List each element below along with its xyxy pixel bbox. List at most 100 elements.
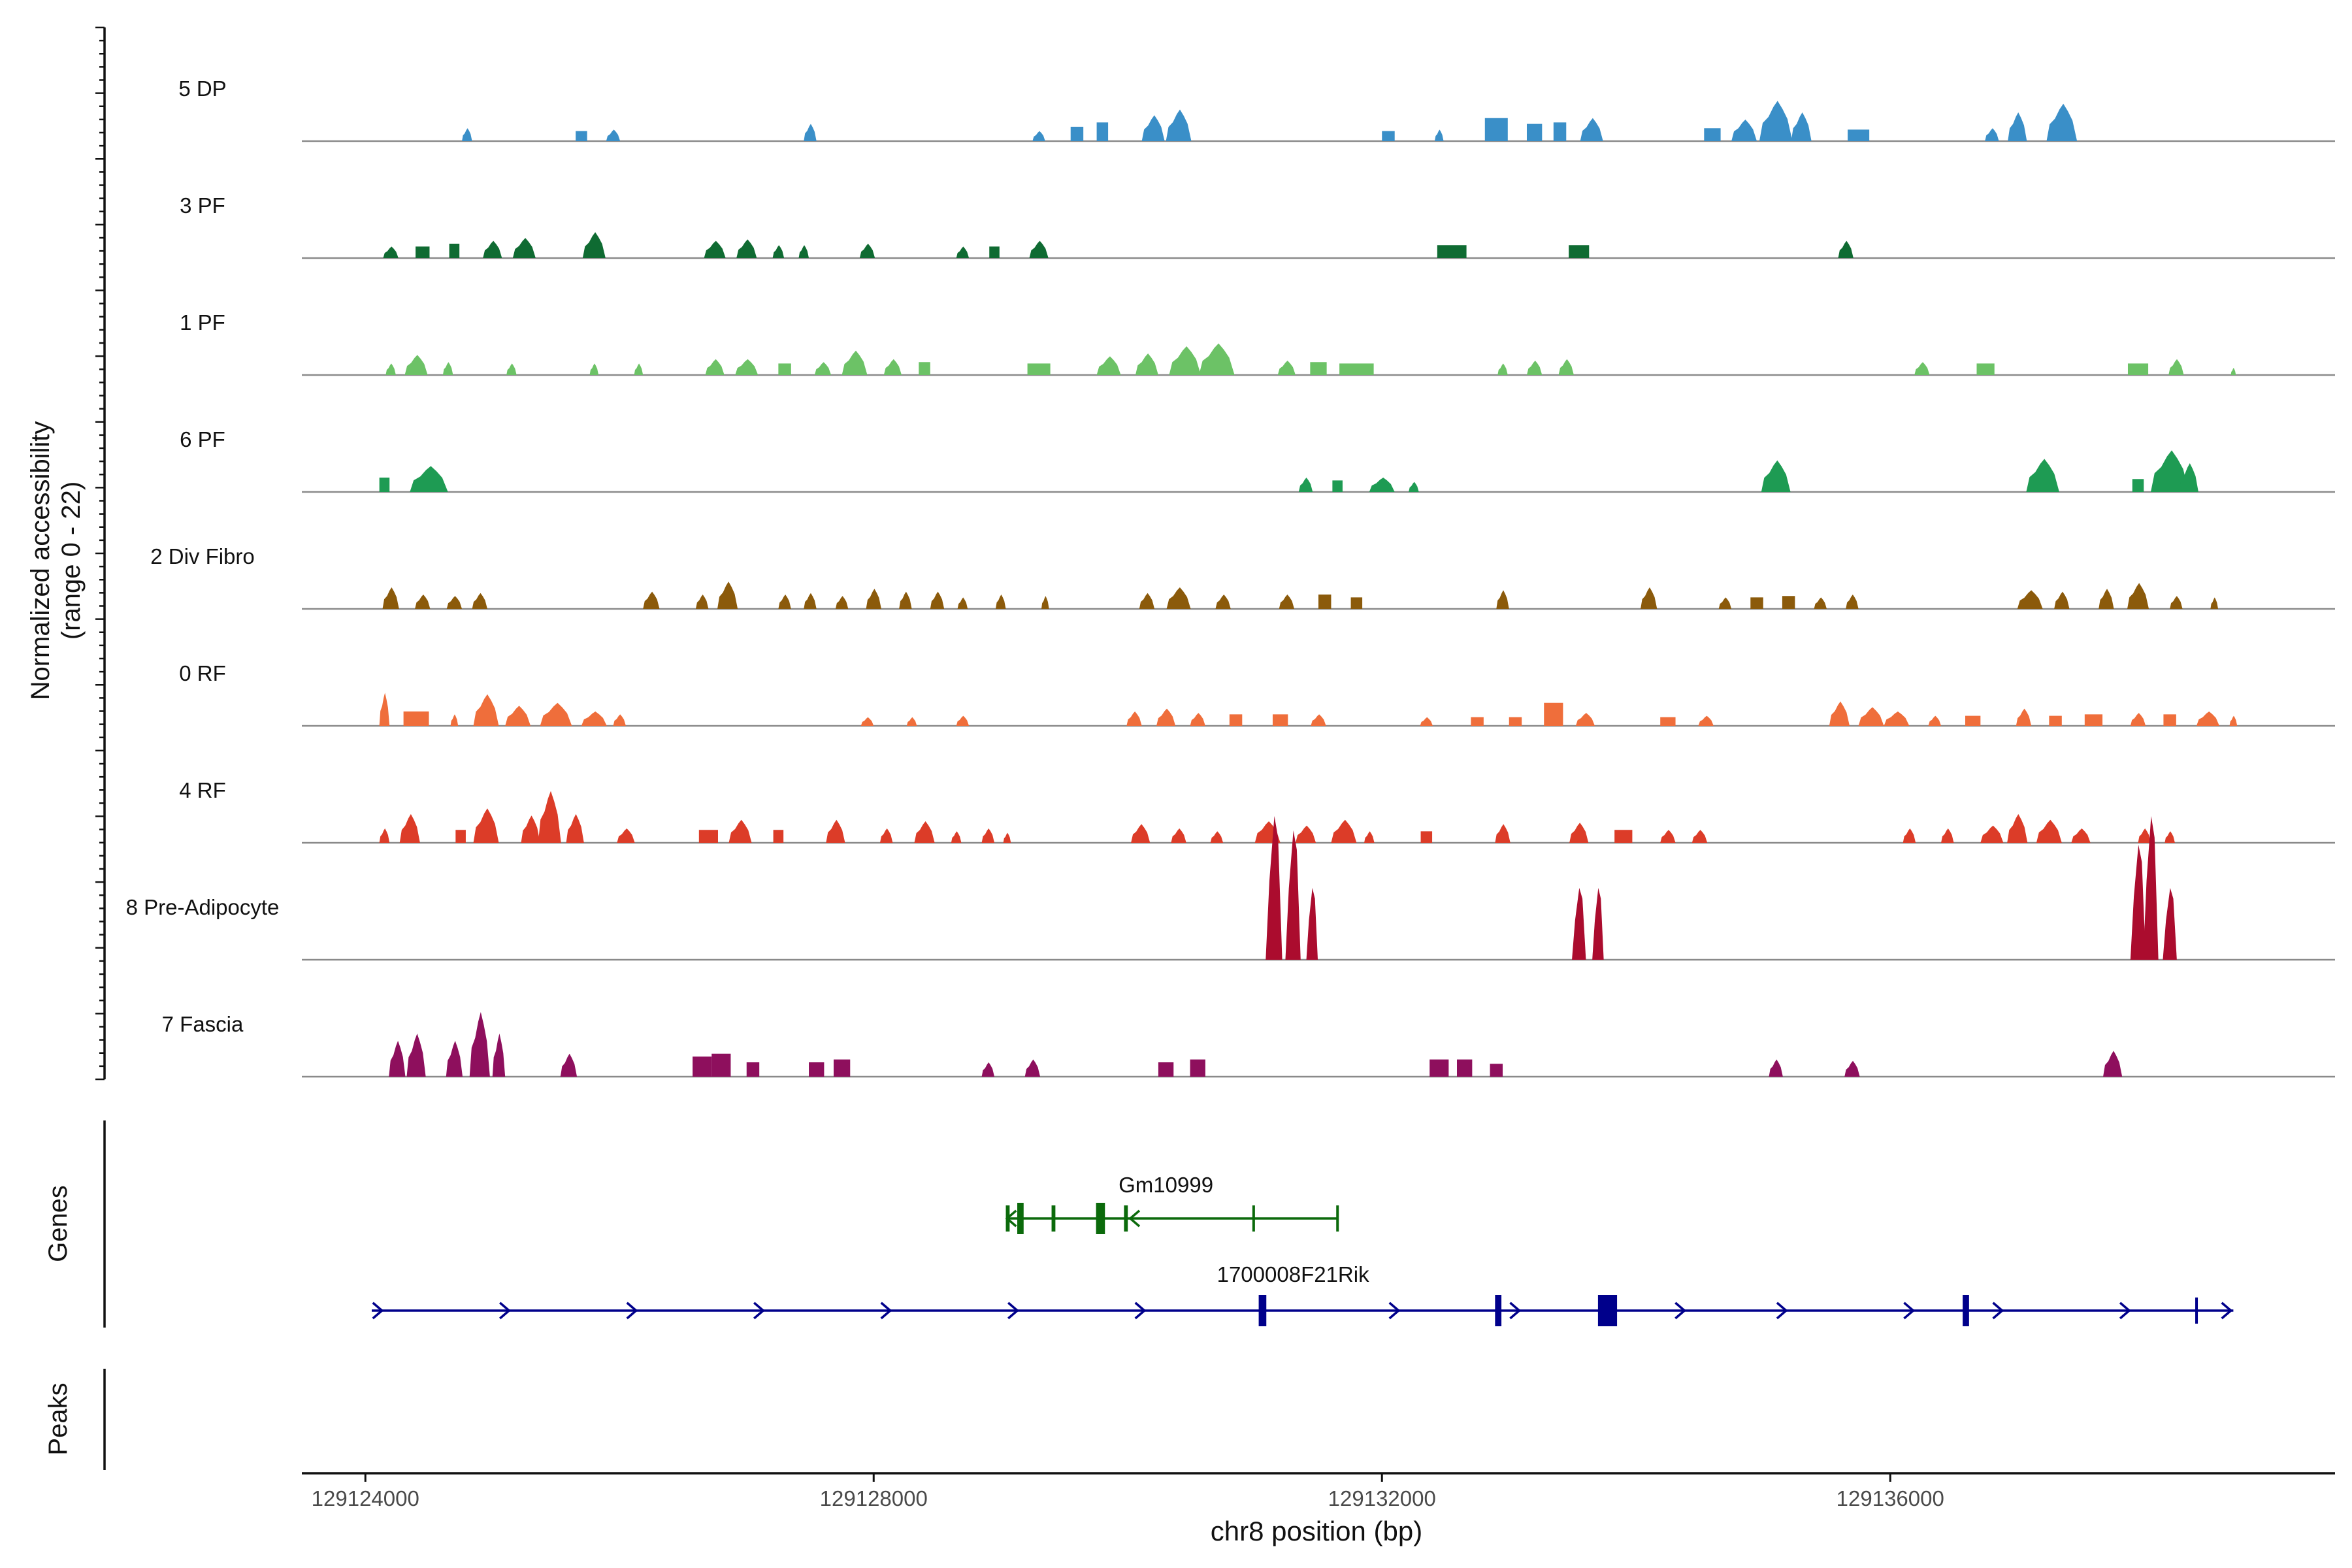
accessibility-peak: [826, 819, 845, 843]
accessibility-peak: [906, 717, 917, 726]
accessibility-peak: [389, 1041, 406, 1077]
accessibility-peak: [1928, 715, 1942, 726]
accessibility-peak: [1791, 112, 1812, 141]
accessibility-peak: [1369, 478, 1395, 492]
accessibility-peak: [492, 1034, 506, 1077]
accessibility-peak: [2046, 103, 2078, 141]
accessibility-peak: [505, 706, 531, 726]
accessibility-peak: [1135, 353, 1158, 375]
track-1-pf: 1 PF: [180, 310, 2335, 376]
accessibility-peak: [1277, 361, 1296, 375]
gene-strand-arrow: [1509, 1301, 1522, 1320]
accessibility-peak: [1420, 717, 1433, 726]
accessibility-peak: [455, 830, 466, 843]
accessibility-peak: [717, 581, 738, 609]
accessibility-peak: [379, 828, 390, 843]
accessibility-peak: [1614, 830, 1633, 843]
accessibility-peak: [1761, 460, 1791, 492]
accessibility-peak: [883, 359, 902, 375]
accessibility-peak: [2127, 583, 2149, 609]
accessibility-peak: [704, 240, 726, 258]
accessibility-peak: [606, 129, 621, 141]
accessibility-peak: [462, 128, 472, 141]
accessibility-peak: [981, 1062, 995, 1077]
gene-exon: [1051, 1205, 1056, 1232]
gene-exon: [1336, 1205, 1339, 1232]
accessibility-peak: [1382, 131, 1395, 141]
accessibility-peak: [1266, 816, 1282, 960]
gene-strand-arrow: [626, 1301, 638, 1320]
accessibility-peak: [1544, 702, 1563, 726]
accessibility-peak: [2163, 888, 2177, 960]
accessibility-peak: [1024, 1059, 1041, 1077]
accessibility-peak: [1310, 362, 1327, 375]
gene-exon: [1252, 1205, 1255, 1232]
accessibility-peak: [2017, 590, 2043, 609]
accessibility-peak: [2163, 714, 2176, 726]
accessibility-peak: [2103, 1051, 2123, 1077]
accessibility-peak: [1526, 361, 1543, 375]
accessibility-peak: [2196, 711, 2220, 726]
accessibility-peak: [1575, 713, 1595, 726]
gene-exon: [1258, 1295, 1267, 1326]
accessibility-peak: [1190, 713, 1205, 726]
accessibility-peak: [1509, 717, 1522, 726]
accessibility-peak: [2054, 591, 2070, 609]
accessibility-peak: [469, 1012, 490, 1077]
gene-exon: [1963, 1295, 1969, 1326]
gene-exon: [1495, 1295, 1502, 1326]
accessibility-peak: [576, 131, 587, 141]
accessibility-peak: [2036, 819, 2062, 843]
accessibility-peak: [617, 828, 635, 843]
accessibility-peak: [1139, 593, 1155, 609]
accessibility-peak: [693, 1056, 712, 1077]
accessibility-peak: [711, 1053, 731, 1077]
accessibility-peak: [1339, 363, 1374, 375]
gene-strand-arrow: [753, 1301, 765, 1320]
accessibility-peak: [1171, 828, 1186, 843]
accessibility-peak: [736, 239, 757, 258]
accessibility-peak: [1569, 823, 1589, 843]
accessibility-peak: [1131, 824, 1151, 843]
genes-panel-label: Genes: [44, 1185, 73, 1262]
accessibility-peak: [2230, 368, 2236, 375]
gene-strand-arrow: [1776, 1301, 1788, 1320]
accessibility-peak: [899, 591, 912, 609]
accessibility-peak: [841, 350, 868, 375]
accessibility-peak: [442, 362, 453, 375]
accessibility-peak: [773, 830, 784, 843]
accessibility-peak: [1698, 715, 1714, 726]
gene-annotation-panel: Gm10999 1700008F21Rik: [371, 1173, 2234, 1326]
accessibility-peak: [385, 363, 396, 375]
track-label: 5 DP: [178, 76, 226, 101]
accessibility-peak: [1457, 1059, 1473, 1077]
accessibility-peak: [809, 1062, 825, 1077]
accessibility-peak: [981, 828, 995, 843]
accessibility-peak: [1003, 832, 1011, 843]
accessibility-peak: [1429, 1059, 1449, 1077]
accessibility-peak: [2164, 831, 2175, 843]
gene-strand-arrow: [1903, 1301, 1916, 1320]
accessibility-peak: [2127, 363, 2149, 375]
accessibility-peak: [1409, 482, 1419, 492]
accessibility-peak: [1903, 828, 1916, 843]
accessibility-peak: [1497, 363, 1508, 375]
track-label: 6 PF: [180, 427, 225, 451]
accessibility-peak: [930, 591, 945, 609]
track-0-rf: 0 RF: [179, 661, 2335, 727]
track-2-div-fibro: 2 Div Fibro: [150, 544, 2335, 610]
accessibility-peak: [1580, 118, 1603, 141]
accessibility-peak: [1858, 707, 1884, 726]
gene-strand-arrow: [1007, 1301, 1019, 1320]
accessibility-peak: [1471, 717, 1484, 726]
accessibility-peak: [613, 714, 626, 726]
accessibility-peak: [866, 589, 881, 609]
accessibility-peak: [1166, 587, 1191, 609]
accessibility-peak: [2026, 459, 2059, 492]
accessibility-peak: [560, 1053, 578, 1077]
accessibility-peak: [1350, 597, 1363, 609]
gene-exon: [1096, 1203, 1105, 1234]
y-axis-title-line1: Normalized accessibility: [26, 421, 55, 700]
accessibility-peak: [1210, 831, 1224, 843]
accessibility-peak: [989, 246, 1000, 258]
